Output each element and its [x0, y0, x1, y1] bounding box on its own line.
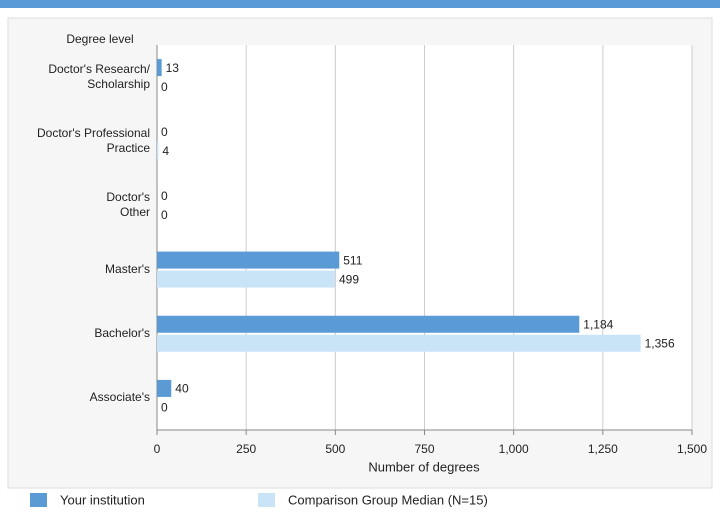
value-label: 511 [343, 253, 362, 267]
x-tick-label: 1,250 [588, 442, 618, 456]
x-tick-label: 750 [414, 442, 434, 456]
value-label: 40 [175, 382, 189, 396]
legend-label: Your institution [60, 492, 145, 507]
bar [157, 251, 340, 269]
y-axis-title: Degree level [66, 32, 133, 46]
bar [157, 270, 335, 288]
bar [157, 59, 162, 77]
legend-swatch [258, 493, 275, 507]
x-axis-title: Number of degrees [368, 459, 480, 474]
bar [157, 334, 641, 352]
bar [157, 379, 172, 397]
y-tick-label: Doctor's Other [106, 190, 150, 220]
value-label: 0 [161, 208, 168, 222]
y-tick-label: Master's [105, 262, 150, 277]
top-stripe [0, 0, 720, 8]
value-label: 0 [161, 125, 168, 139]
x-tick-label: 250 [236, 442, 256, 456]
x-tick-label: 1,500 [677, 442, 707, 456]
y-tick-label: Bachelor's [94, 326, 150, 341]
value-label: 0 [161, 401, 168, 415]
value-label: 0 [161, 189, 168, 203]
value-label: 0 [161, 80, 168, 94]
bar [157, 142, 159, 160]
x-tick-label: 0 [154, 442, 161, 456]
value-label: 499 [339, 272, 359, 286]
y-tick-label: Doctor's Professional Practice [36, 126, 150, 156]
value-label: 13 [166, 61, 180, 75]
x-tick-label: 500 [325, 442, 345, 456]
y-tick-label: Doctor's Research/ Scholarship [48, 62, 150, 92]
bar [157, 315, 580, 333]
x-tick-label: 1,000 [499, 442, 529, 456]
y-tick-label: Associate's [89, 390, 150, 405]
value-label: 4 [162, 144, 169, 158]
legend-label: Comparison Group Median (N=15) [288, 492, 488, 507]
value-label: 1,184 [583, 317, 613, 331]
legend-swatch [30, 493, 47, 507]
value-label: 1,356 [645, 336, 675, 350]
